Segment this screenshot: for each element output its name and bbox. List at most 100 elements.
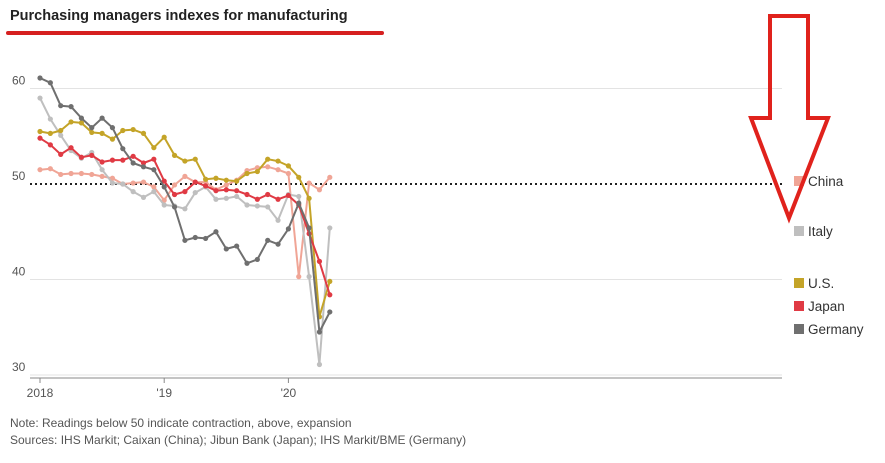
data-point-italy [140,194,147,200]
chart-legend: China Italy U.S. Japan Germany [794,174,864,337]
data-point-germany [78,115,84,121]
data-point-japan [192,179,198,185]
data-point-us [109,136,116,142]
y-tick-label: 60 [12,74,26,88]
data-point-japan [140,160,147,166]
data-point-japan [47,142,53,148]
x-tick-label: '20 [281,386,297,400]
data-point-germany [327,309,333,315]
data-point-china [140,179,147,185]
data-point-italy [213,196,219,202]
data-point-italy [99,167,105,173]
data-point-us [161,134,167,140]
legend-label-us: U.S. [808,276,834,291]
data-point-us [296,174,302,180]
legend-swatch-germany [794,324,804,334]
data-point-china [265,164,271,170]
data-point-germany [58,103,64,109]
data-point-italy [306,274,312,280]
series-italy [37,95,333,368]
data-point-germany [265,237,271,243]
data-point-italy [254,203,260,209]
series-germany [37,75,333,335]
data-point-us [254,168,260,175]
data-point-germany [244,260,250,266]
data-point-germany [89,125,95,131]
data-point-us [37,128,43,135]
data-point-us [47,130,53,136]
title-underline [6,31,384,35]
data-point-japan [182,189,188,195]
data-point-us [130,126,136,133]
data-point-china [37,167,43,173]
data-point-japan [78,154,84,160]
data-point-japan [58,151,64,157]
chart-sources: Sources: IHS Markit; Caixan (China); Jib… [10,433,467,447]
data-point-germany [171,204,178,210]
data-point-japan [234,188,240,194]
data-point-japan [223,187,229,193]
y-tick-label: 50 [12,169,26,183]
data-point-china [327,174,333,180]
data-point-germany [254,256,260,263]
data-point-us [234,178,240,184]
data-point-germany [275,241,281,247]
data-point-germany [120,146,126,152]
data-point-germany [285,226,291,232]
data-point-us [89,129,95,136]
data-point-japan [37,135,43,141]
data-point-italy [327,225,333,231]
data-point-italy [109,180,116,186]
data-point-china [109,175,116,181]
data-point-italy [182,206,188,212]
chart-series [37,75,333,368]
data-point-germany [99,115,105,121]
data-point-japan [316,258,323,264]
legend-swatch-us [794,278,804,288]
data-point-japan [285,192,291,199]
data-point-china [68,170,74,177]
data-point-japan [213,188,219,194]
data-point-italy [244,202,250,208]
chart-title: Purchasing managers indexes for manufact… [10,8,348,24]
chart-grid: 30 40 50 60 [12,74,782,376]
data-point-japan [151,156,157,162]
data-point-italy [130,189,136,195]
data-point-japan [275,196,281,202]
data-point-china [296,274,302,280]
data-point-us [182,158,188,164]
legend-swatch-japan [794,301,804,311]
series-us [37,119,333,320]
data-point-italy [37,95,43,101]
data-point-germany [130,160,136,166]
data-point-germany [234,243,240,249]
data-point-china [99,173,105,179]
data-point-us [223,177,229,183]
down-arrow-annotation [748,14,831,224]
data-point-japan [120,157,126,163]
data-point-germany [151,167,157,173]
data-point-china [78,170,84,177]
data-point-china [171,182,178,188]
data-point-china [151,184,157,190]
data-point-italy [316,361,323,368]
data-point-us [120,127,126,134]
data-point-china [161,197,167,203]
data-point-us [78,120,84,126]
data-point-us [275,158,281,164]
data-point-germany [223,246,229,252]
data-point-us [285,163,291,169]
y-tick-label: 40 [12,265,26,279]
data-point-italy [47,116,53,122]
data-point-germany [37,75,43,81]
data-point-us [140,130,147,136]
data-point-japan [68,145,74,151]
data-point-italy [234,193,240,200]
data-point-china [182,173,188,179]
chart-note: Note: Readings below 50 indicate contrac… [10,416,352,430]
data-point-germany [213,229,219,235]
data-point-us [213,175,219,181]
data-point-germany [140,164,147,170]
data-point-japan [203,183,209,189]
legend-label-germany: Germany [808,322,864,337]
